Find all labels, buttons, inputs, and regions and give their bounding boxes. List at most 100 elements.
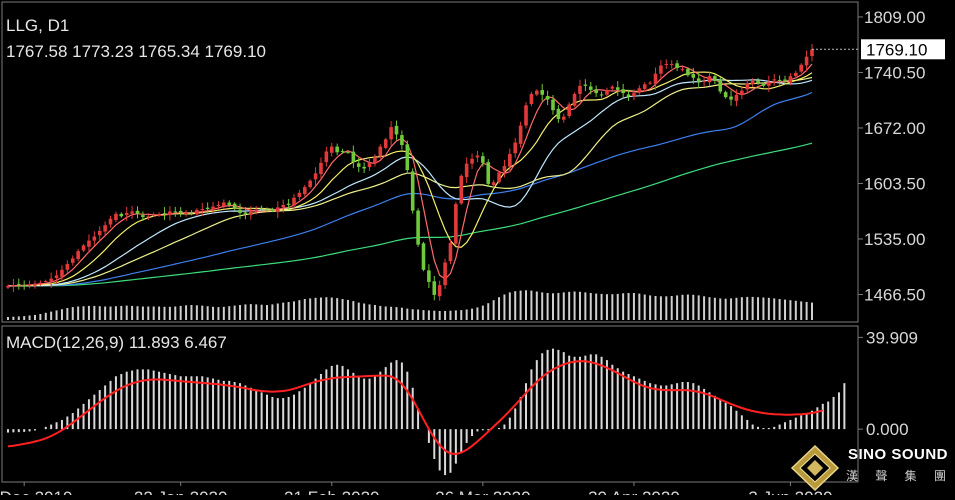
candle-body [588, 86, 593, 90]
candle-body [529, 93, 534, 104]
candle-body [410, 171, 415, 211]
candle-body [227, 202, 232, 205]
candle-body [173, 211, 178, 213]
candle-body [329, 146, 334, 153]
candle-body [475, 155, 480, 158]
candle-body [599, 94, 604, 96]
candle-body [178, 210, 183, 214]
candle-body [211, 206, 215, 210]
date-tick-label: 22 Jan 2020 [134, 488, 228, 495]
candle-body [249, 210, 253, 216]
candle-body [400, 135, 404, 145]
candle-body [200, 208, 205, 210]
macd-tick-label: 0.000 [866, 420, 909, 439]
candle-body [578, 85, 582, 94]
candle-body [443, 262, 447, 286]
candle-body [804, 56, 809, 66]
candle-body [632, 93, 636, 97]
current-price-tag [861, 39, 945, 60]
candle-body [297, 192, 302, 198]
ma-120-line [8, 142, 813, 287]
candle-body [270, 209, 275, 211]
candle-body [308, 180, 312, 188]
candle-body [92, 236, 97, 241]
candle-body [76, 251, 80, 260]
candle-body [103, 225, 107, 232]
candle-body [713, 76, 717, 81]
candle-body [6, 285, 10, 288]
candle-body [799, 64, 804, 72]
candle-body [756, 80, 760, 83]
candle-body [637, 88, 642, 92]
price-tick-label: 1535.00 [864, 230, 925, 249]
candle-body [427, 270, 431, 282]
candle-body [81, 245, 86, 251]
candle-body [572, 93, 577, 106]
candle-body [702, 80, 706, 82]
candle-body [319, 162, 323, 174]
candle-body [335, 146, 339, 153]
price-tick-label: 1466.50 [864, 285, 925, 304]
candle-body [54, 275, 59, 279]
candle-body [437, 285, 442, 297]
candle-body [351, 151, 356, 162]
candle-body [777, 80, 782, 82]
date-tick-label: 3 Jun 2020 [748, 488, 832, 495]
candle-body [151, 214, 156, 216]
candle-body [761, 83, 766, 86]
candle-body [292, 197, 296, 206]
candle-body [540, 90, 545, 95]
candle-body [810, 49, 814, 57]
candle-body [626, 94, 631, 97]
ohlc-readout: 1767.58 1773.23 1765.34 1769.10 [6, 42, 266, 61]
candle-body [669, 63, 674, 65]
candle-body [356, 163, 361, 167]
candle-body [659, 65, 663, 74]
price-tick-label: 1740.50 [864, 63, 925, 82]
candle-body [33, 283, 37, 286]
candle-body [491, 182, 496, 186]
candle-body [740, 90, 744, 95]
candle-body [302, 187, 307, 195]
current-price-label: 1769.10 [866, 40, 927, 59]
macd-tick-label: 39.909 [866, 328, 918, 347]
candle-body [691, 74, 696, 78]
candle-body [470, 158, 474, 164]
candle-body [189, 212, 194, 214]
candle-body [788, 76, 793, 83]
candle-body [583, 84, 588, 86]
candle-body [675, 63, 679, 69]
candle-body [686, 68, 690, 76]
candle-body [70, 258, 75, 263]
candle-body [772, 79, 777, 81]
candle-body [464, 163, 469, 178]
candle-body [518, 125, 523, 144]
candle-body [65, 264, 70, 270]
candle-body [459, 175, 464, 204]
price-tick-label: 1603.50 [864, 174, 925, 193]
candle-body [545, 96, 550, 100]
candle-body [680, 68, 685, 70]
candle-body [383, 139, 388, 148]
sino-sound-logo [790, 440, 955, 495]
candle-body [286, 203, 291, 205]
candle-body [232, 203, 237, 209]
candle-body [22, 284, 26, 286]
candle-body [723, 92, 728, 98]
candle-body [135, 210, 140, 214]
diamond-logo-icon [790, 444, 840, 492]
candle-body [222, 202, 226, 207]
candle-body [454, 204, 458, 244]
candle-body [157, 213, 161, 216]
candle-body [168, 211, 172, 216]
candle-body [254, 209, 259, 211]
candle-body [49, 278, 53, 282]
candle-body [794, 72, 798, 77]
candle-body [497, 172, 501, 183]
symbol-label: LLG, D1 [6, 16, 70, 35]
candle-body [259, 208, 264, 210]
candle-body [119, 213, 124, 217]
price-pane-frame [1, 1, 859, 323]
candle-body [416, 210, 420, 245]
